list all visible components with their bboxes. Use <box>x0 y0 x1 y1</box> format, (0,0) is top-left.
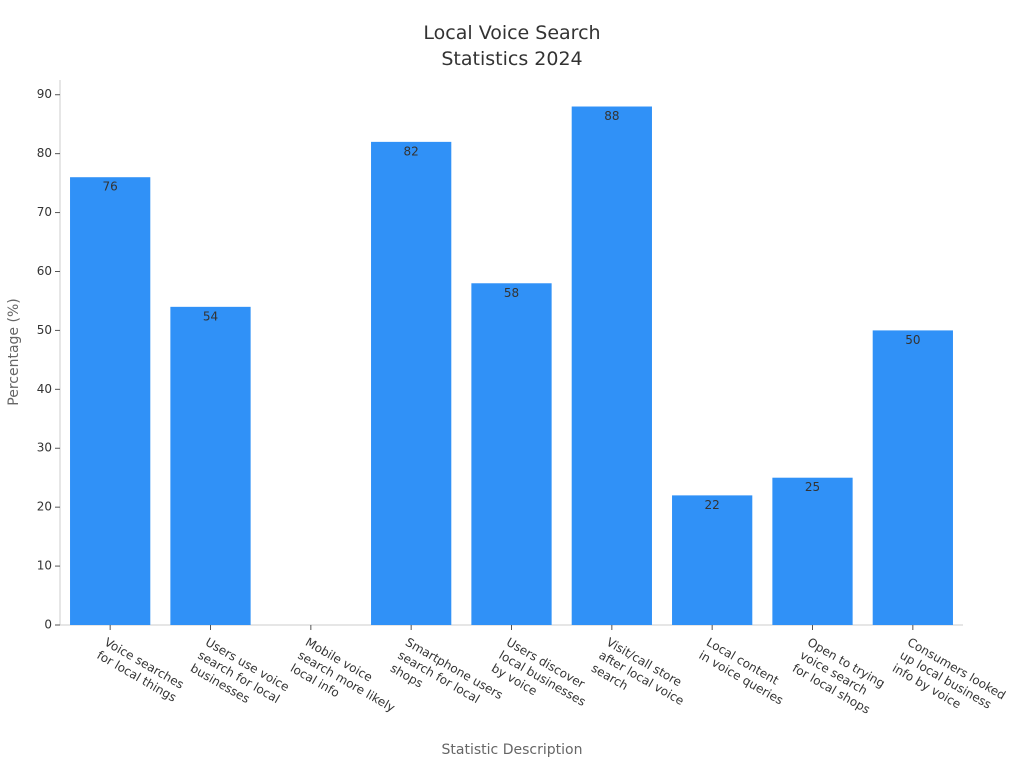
bar <box>672 495 753 625</box>
y-tick-label: 10 <box>37 559 52 573</box>
data-label: 82 <box>404 144 419 158</box>
y-tick-label: 60 <box>37 264 52 278</box>
y-axis-label: Percentage (%) <box>6 298 22 405</box>
bar <box>571 106 652 626</box>
y-tick-label: 80 <box>37 146 52 160</box>
x-axis-label: Statistic Description <box>442 742 583 758</box>
bar <box>371 141 452 625</box>
y-tick-label: 30 <box>37 441 52 455</box>
data-label: 22 <box>705 498 720 512</box>
data-label: 25 <box>805 480 820 494</box>
data-label: 88 <box>604 109 619 123</box>
bar <box>872 330 953 625</box>
y-tick-label: 20 <box>37 500 52 514</box>
y-tick-label: 40 <box>37 382 52 396</box>
data-label: 54 <box>203 309 218 323</box>
y-tick-label: 50 <box>37 323 52 337</box>
y-tick-label: 70 <box>37 205 52 219</box>
bar <box>471 283 552 625</box>
y-tick-label: 90 <box>37 87 52 101</box>
chart-title: Local Voice Search Statistics 2024 <box>423 22 601 70</box>
bar <box>772 477 853 625</box>
data-label: 76 <box>103 180 118 194</box>
data-label: 50 <box>905 333 920 347</box>
y-tick-label: 0 <box>44 618 52 632</box>
bar <box>170 306 251 625</box>
data-label: 58 <box>504 286 519 300</box>
bar <box>70 177 151 625</box>
